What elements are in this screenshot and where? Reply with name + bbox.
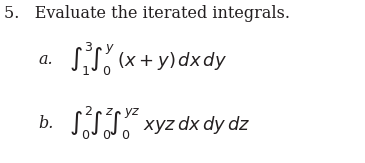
Text: $\int_{1}^{3}\!\int_{0}^{y}\;(x+y)\,dx\,dy$: $\int_{1}^{3}\!\int_{0}^{y}\;(x+y)\,dx\,… [69,41,228,78]
Text: a.: a. [38,51,53,68]
Text: b.: b. [38,115,54,132]
Text: $\int_{0}^{2}\!\int_{0}^{z}\!\int_{0}^{yz}\;xyz\,dx\,dy\,dz$: $\int_{0}^{2}\!\int_{0}^{z}\!\int_{0}^{y… [69,104,251,142]
Text: 5.   Evaluate the iterated integrals.: 5. Evaluate the iterated integrals. [4,5,290,22]
